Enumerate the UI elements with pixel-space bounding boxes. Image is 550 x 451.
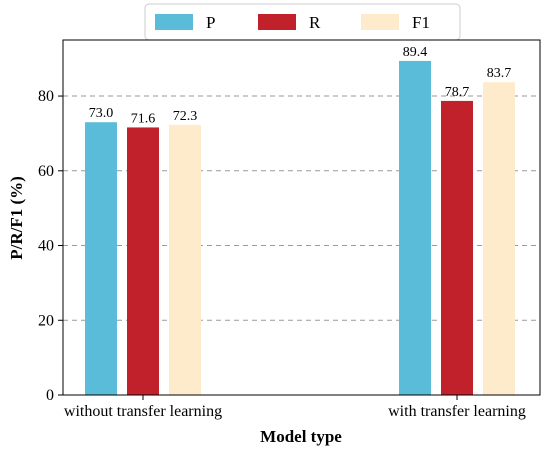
value-label: 72.3 <box>173 109 198 124</box>
y-tick-label: 80 <box>38 88 54 105</box>
bar-p-2 <box>399 60 431 395</box>
y-axis-label: P/R/F1 (%) <box>7 176 26 260</box>
plot-frame <box>62 39 541 396</box>
legend-swatch-f1 <box>361 14 399 30</box>
x-axis-label: Model type <box>260 427 342 446</box>
bar-r-2 <box>441 100 473 396</box>
value-labels: 73.0 71.6 72.3 89.4 78.7 83.7 <box>89 45 512 127</box>
y-tick-label: 60 <box>38 163 54 180</box>
bar-f1-2 <box>483 82 515 395</box>
legend-swatch-r <box>258 14 296 30</box>
y-tick-label: 40 <box>38 238 54 255</box>
bar-p-1 <box>85 122 117 396</box>
value-label: 89.4 <box>403 45 428 60</box>
y-tick-label: 20 <box>38 312 54 329</box>
value-label: 78.7 <box>445 85 470 100</box>
legend-label-p: P <box>206 13 215 32</box>
y-ticks: 0 20 40 60 80 <box>38 88 63 404</box>
legend: P R F1 <box>144 3 461 41</box>
value-label: 83.7 <box>487 66 512 81</box>
bars <box>85 60 515 396</box>
value-label: 71.6 <box>131 111 156 126</box>
y-tick-label: 0 <box>46 387 54 404</box>
value-label: 73.0 <box>89 106 114 121</box>
legend-label-r: R <box>309 13 321 32</box>
bar-f1-1 <box>169 124 201 395</box>
x-tick-label: with transfer learning <box>388 403 526 420</box>
x-ticks: without transfer learning with transfer l… <box>64 395 526 420</box>
bar-r-1 <box>127 127 159 395</box>
x-tick-label: without transfer learning <box>64 403 222 420</box>
legend-label-f1: F1 <box>412 13 430 32</box>
legend-swatch-p <box>155 14 193 30</box>
